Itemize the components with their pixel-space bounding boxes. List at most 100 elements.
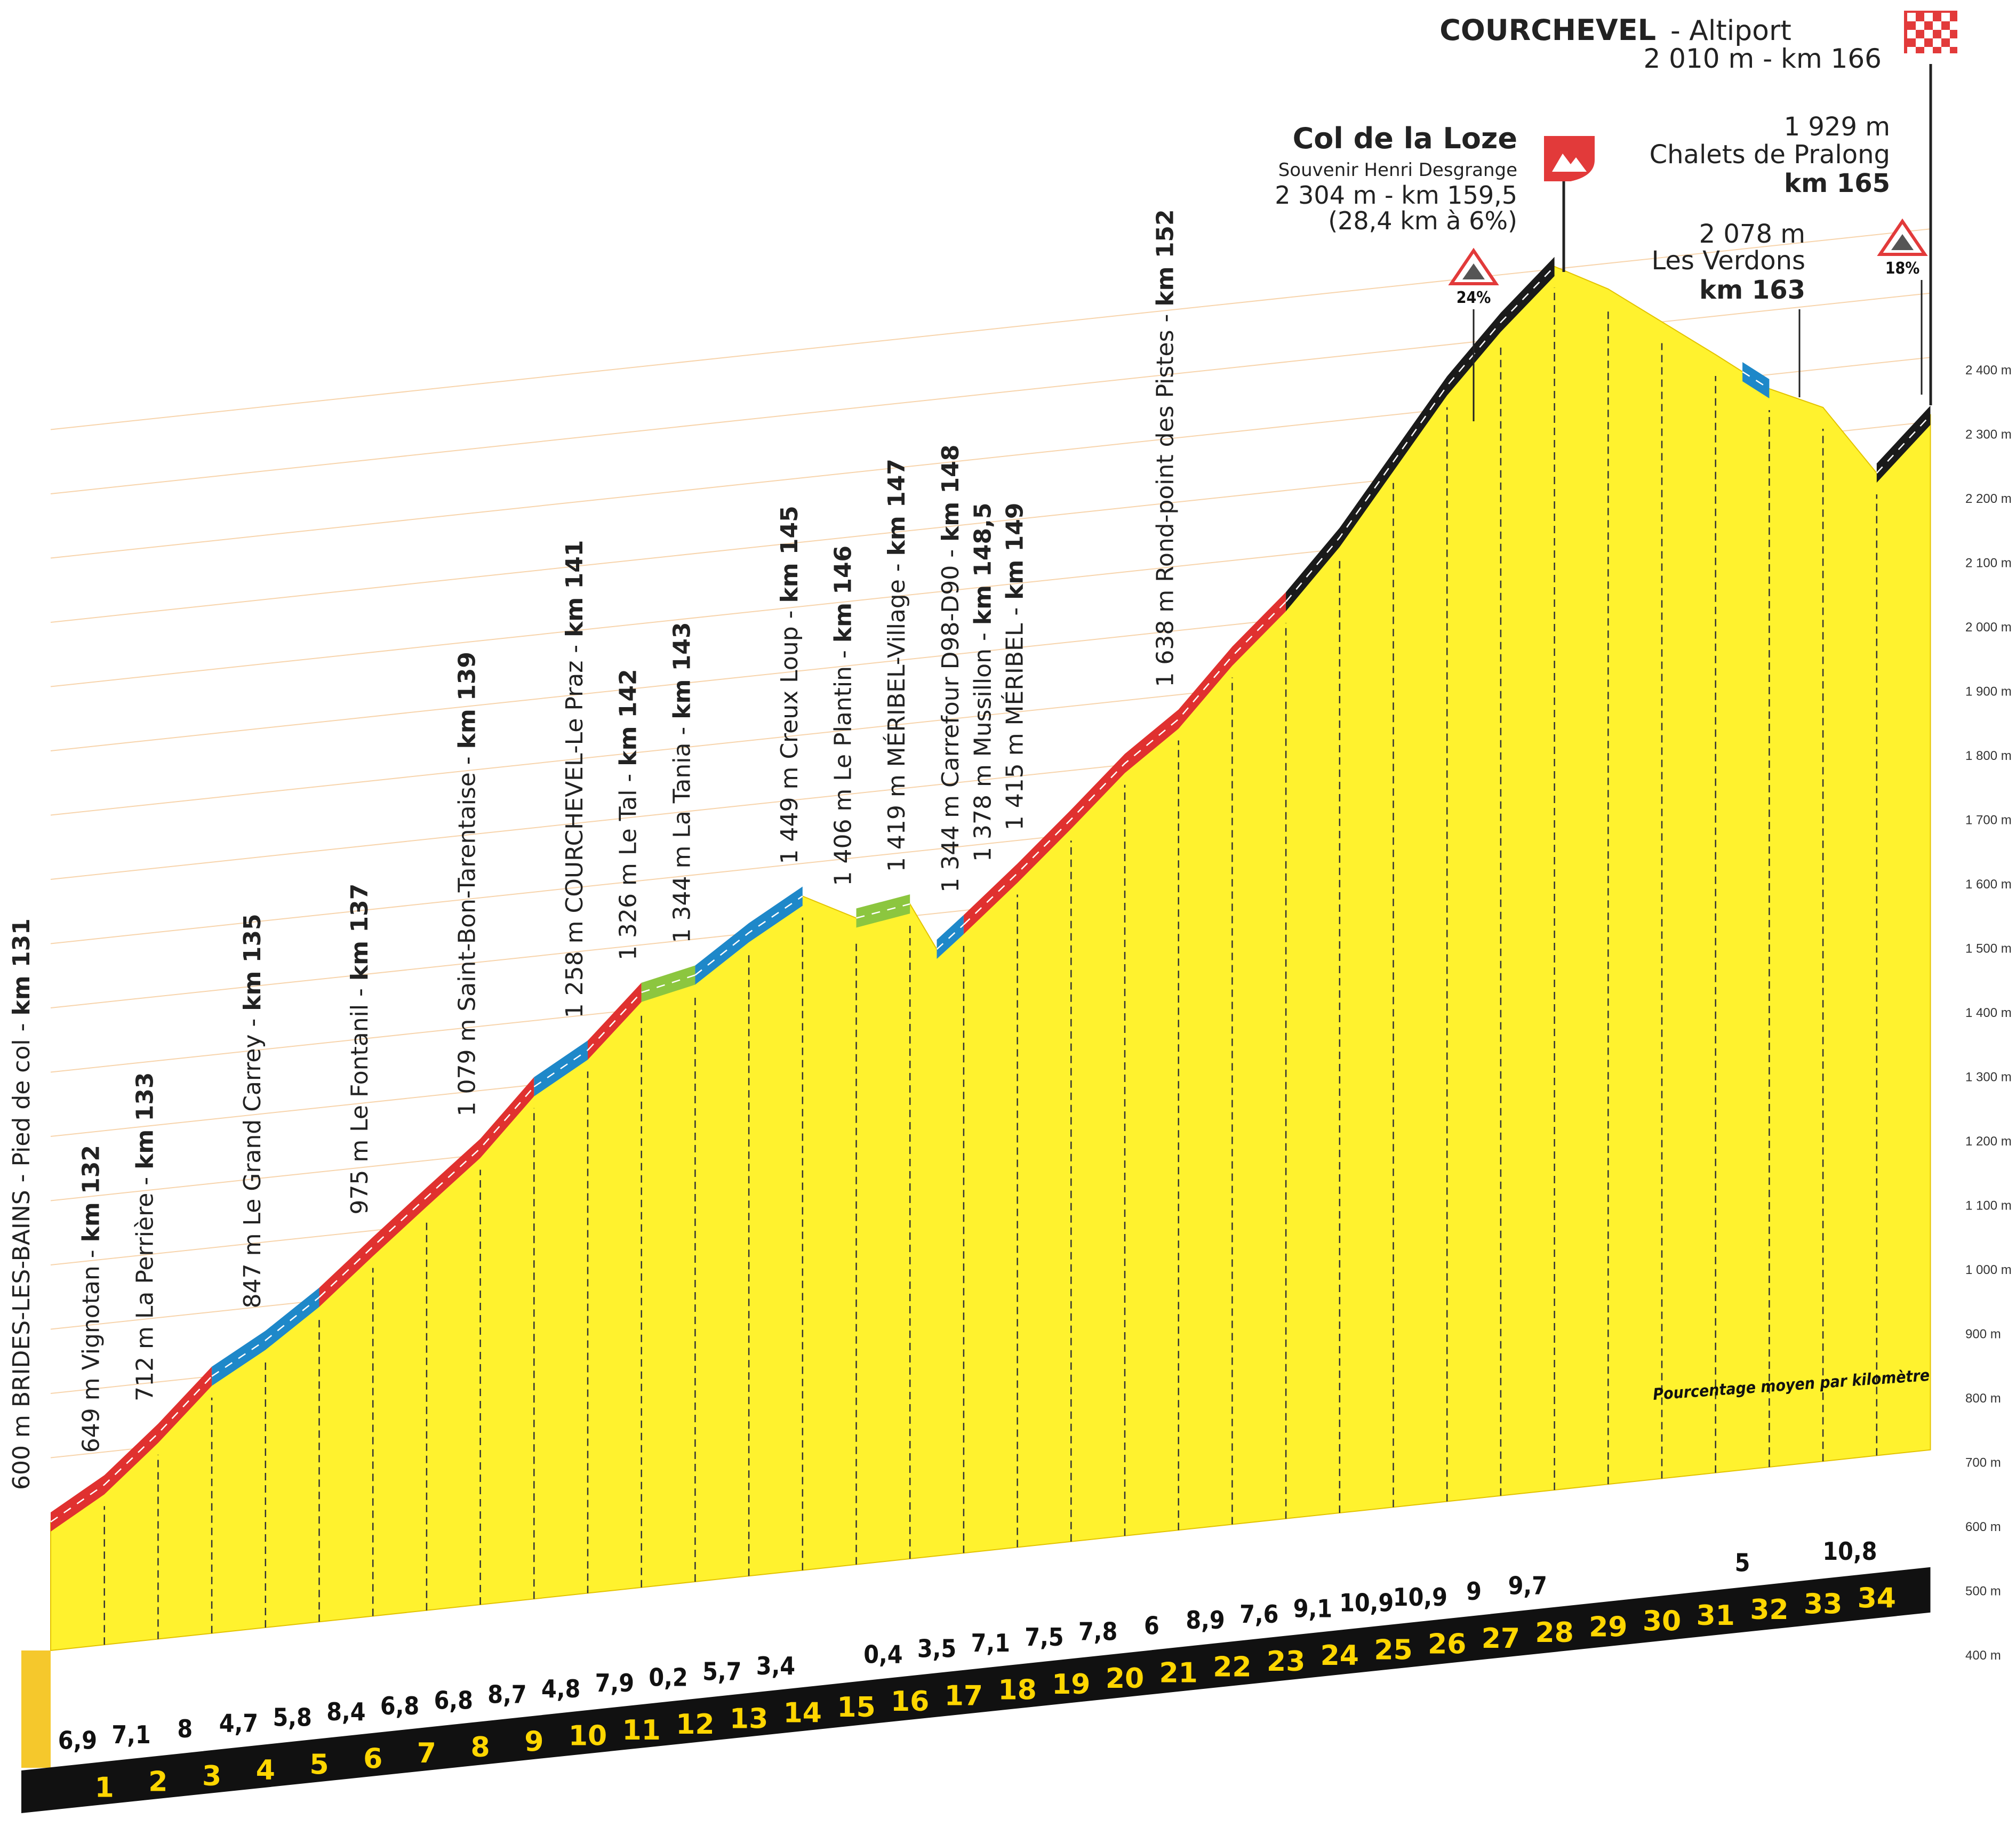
waypoint-alt-name: 649 m Vignotan - xyxy=(78,1242,105,1453)
waypoint-label: 1 344 m La Tania - km 143 xyxy=(668,622,695,943)
flag-square xyxy=(1907,13,1916,21)
slope-center-dash xyxy=(50,1375,213,1523)
y-tick-label: 1 700 m xyxy=(1965,813,2012,828)
waypoint-label: 1 415 m MÉRIBEL - km 149 xyxy=(1001,502,1029,830)
pralong-label: 1 929 m Chalets de Pralong km 165 xyxy=(1650,112,1890,198)
y-tick-label: 1 900 m xyxy=(1965,685,2012,699)
waypoint-label: 975 m Le Fontanil - km 137 xyxy=(346,884,373,1215)
profile-fill xyxy=(50,266,1931,1652)
flag-square xyxy=(1941,13,1950,21)
km-marker: 14 xyxy=(783,1697,822,1729)
slope-center-dash xyxy=(318,1086,535,1298)
flag-square xyxy=(1924,13,1933,21)
y-tick-label: 1 000 m xyxy=(1965,1263,2012,1277)
km-percentage: 6 xyxy=(1144,1612,1159,1640)
km-percentage: 8,7 xyxy=(487,1680,526,1709)
km-dashed-lines xyxy=(103,287,1878,1645)
km-marker: 23 xyxy=(1267,1646,1305,1678)
y-tick-label: 1 600 m xyxy=(1965,877,2012,892)
verdons-alt: 2 078 m xyxy=(1699,219,1805,249)
y-tick-label: 2 300 m xyxy=(1965,428,2012,442)
y-tick-label: 800 m xyxy=(1965,1391,2001,1406)
y-tick-label: 1 400 m xyxy=(1965,1006,2012,1020)
waypoint-alt-name: 1 415 m MÉRIBEL - xyxy=(1001,600,1029,830)
slope-center-dash xyxy=(963,601,1286,925)
km-marker: 19 xyxy=(1052,1669,1090,1701)
km-marker: 25 xyxy=(1374,1634,1412,1666)
km-percentage: 10,9 xyxy=(1393,1583,1447,1612)
waypoint-alt-name: 1 344 m Carrefour D98-D90 - xyxy=(937,542,964,893)
waypoint-km: km 146 xyxy=(830,546,857,643)
waypoint-km: km 131 xyxy=(8,918,35,1015)
km-marker: 21 xyxy=(1159,1657,1198,1689)
y-tick-label: 900 m xyxy=(1965,1327,2001,1342)
km-marker: 26 xyxy=(1428,1629,1466,1661)
km-marker: 22 xyxy=(1213,1652,1251,1684)
y-tick-label: 1 200 m xyxy=(1965,1134,2012,1149)
waypoint-km: km 147 xyxy=(883,459,910,556)
flag-square xyxy=(1950,38,1958,47)
km-marker: 10 xyxy=(569,1720,607,1752)
waypoint-km: km 149 xyxy=(1002,502,1029,599)
waypoint-label: 1 258 m COURCHEVEL-Le Praz - km 141 xyxy=(561,540,588,1019)
km-percentage: 6,8 xyxy=(380,1692,419,1720)
km-marker: 18 xyxy=(998,1674,1036,1706)
slope-black xyxy=(1286,257,1555,612)
slope-blue xyxy=(212,1287,319,1386)
slope-blue xyxy=(695,886,803,985)
km-marker: 27 xyxy=(1482,1623,1520,1655)
km-marker: 8 xyxy=(471,1732,490,1764)
km-percentage: 7,6 xyxy=(1239,1600,1278,1629)
waypoint-label: 1 638 m Rond-point des Pistes - km 152 xyxy=(1152,209,1179,687)
flag-square xyxy=(1916,38,1924,47)
waypoint-label: 1 378 m Mussillon - km 148,5 xyxy=(969,503,996,862)
waypoint-alt-name: 1 406 m Le Plantin - xyxy=(830,643,857,886)
steep-warning-icon: 18% xyxy=(1877,218,1928,395)
waypoint-alt-name: 847 m Le Grand Carrey - xyxy=(239,1011,266,1309)
pralong-km: km 165 xyxy=(1784,169,1890,198)
verdons-name: Les Verdons xyxy=(1652,246,1806,276)
waypoint-label: 712 m La Perrière - km 133 xyxy=(131,1072,158,1401)
y-tick-label: 2 400 m xyxy=(1965,363,2012,378)
slope-center-dash xyxy=(1742,371,1770,390)
km-percentage: 4,7 xyxy=(219,1709,258,1737)
km-marker: 29 xyxy=(1589,1611,1627,1643)
km-band: 1 2 3 4 5 6 7 8 9 10 11 12 13 14 15 16 17 18 19 20 21 22 23 24 2… xyxy=(21,1567,1931,1813)
summit-name: Col de la Loze xyxy=(1293,122,1517,155)
slope-blue xyxy=(1742,362,1770,398)
km-percentage: 9,7 xyxy=(1508,1571,1547,1600)
km-percentage: 7,1 xyxy=(111,1720,150,1749)
waypoint-label: 847 m Le Grand Carrey - km 135 xyxy=(239,914,266,1308)
waypoint-alt-name: 975 m Le Fontanil - xyxy=(346,981,373,1215)
flag-square xyxy=(1916,21,1924,30)
waypoint-label: 1 449 m Creux Loup - km 145 xyxy=(776,506,803,864)
waypoint-km: km 133 xyxy=(131,1072,158,1169)
km-marker: 7 xyxy=(417,1737,436,1769)
km-percentage: 8,9 xyxy=(1186,1606,1225,1634)
km-marker: 16 xyxy=(891,1686,929,1718)
km-marker: 9 xyxy=(524,1726,543,1758)
km-marker: 31 xyxy=(1697,1600,1735,1632)
slope-center-dash xyxy=(694,895,803,976)
km-percentage: 4,8 xyxy=(541,1674,580,1703)
verdons-km: km 163 xyxy=(1699,275,1805,305)
slope-green xyxy=(641,965,695,1002)
waypoint-km: km 148 xyxy=(937,445,964,542)
km-percentage: 7,1 xyxy=(971,1629,1010,1657)
waypoint-alt-name: 1 079 m Saint-Bon-Tarentaise - xyxy=(454,749,481,1116)
flag-square xyxy=(1924,47,1933,55)
km-percentage: 3,5 xyxy=(917,1634,956,1663)
waypoint-label: 1 419 m MÉRIBEL-Village - km 147 xyxy=(882,459,910,872)
y-tick-label: 1 100 m xyxy=(1965,1199,2012,1213)
verdons-label: 2 078 m Les Verdons km 163 xyxy=(1652,219,1806,397)
waypoint-alt-name: 1 258 m COURCHEVEL-Le Praz - xyxy=(561,637,588,1018)
km-marker: 5 xyxy=(309,1749,329,1781)
km-marker: 3 xyxy=(202,1760,221,1792)
waypoint-label: 1 326 m Le Tal - km 142 xyxy=(615,669,642,960)
km-marker: 34 xyxy=(1858,1583,1896,1615)
y-tick-label: 1 500 m xyxy=(1965,942,2012,956)
waypoint-alt-name: 1 378 m Mussillon - xyxy=(969,625,996,862)
km-percentage: 8 xyxy=(177,1714,193,1743)
waypoint-alt-name: 1 326 m Le Tal - xyxy=(615,766,642,960)
flag-square xyxy=(1933,21,1941,30)
